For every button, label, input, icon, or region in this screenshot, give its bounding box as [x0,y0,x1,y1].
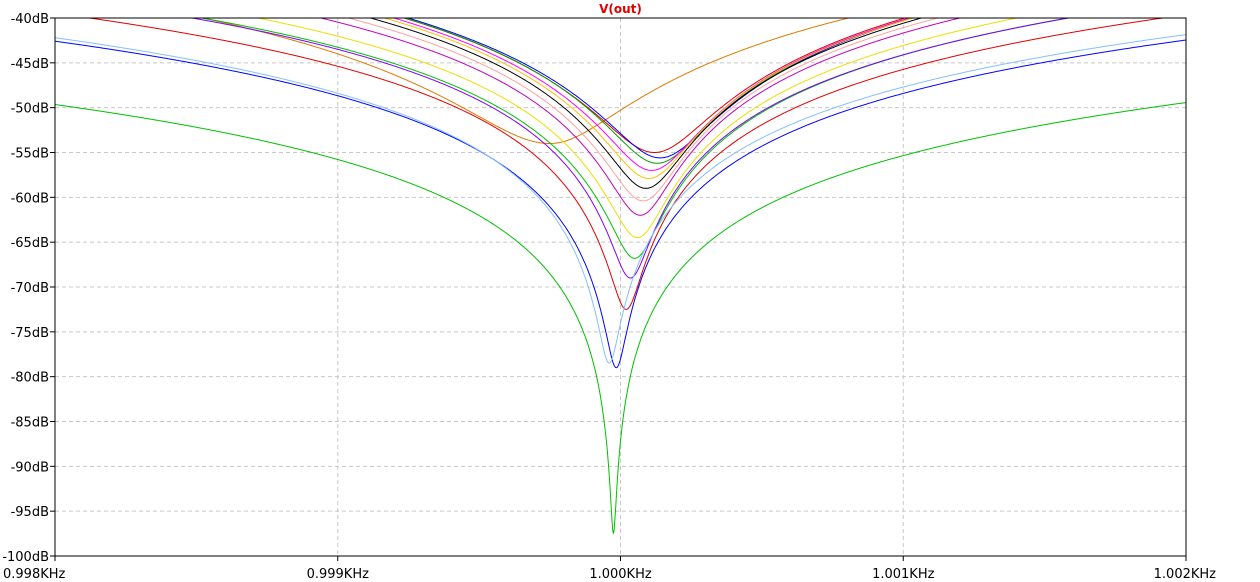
x-tick-label: 0.999KHz [307,567,370,582]
grid-lines [55,18,1186,556]
y-tick-label: -45dB [11,57,49,72]
y-tick-label: -75dB [11,326,49,341]
y-tick-label: -55dB [11,147,49,162]
series-line-11 [176,17,1093,259]
y-tick-label: -40dB [11,12,49,27]
series-line-16 [54,34,1187,364]
series-line-12 [166,17,1095,279]
series-line-5 [378,17,925,171]
series-line-2 [389,17,920,153]
y-axis-ticks: -40dB -45dB -50dB -55dB -60dB -65dB -70dB -75dB… [2,12,55,565]
y-tick-label: -80dB [11,371,49,386]
series-line-7 [354,17,938,189]
y-tick-label: -85dB [11,416,49,431]
x-tick-label: 1.000KHz [589,567,652,582]
series-line-10 [236,17,1039,239]
series-line-14 [54,39,1187,369]
x-tick-label: 1.001KHz [872,567,935,582]
y-tick-label: -65dB [11,236,49,251]
chart-title: V(out) [599,2,642,16]
series-line-3 [392,17,928,159]
series-line-1 [181,17,867,144]
y-tick-label: -50dB [11,102,49,117]
x-tick-label: 1.002KHz [1154,567,1217,582]
series-line-13 [58,17,1186,310]
x-tick-label: 0.998KHz [3,567,66,582]
series-group [54,17,1187,534]
series-line-15 [54,102,1187,534]
y-tick-label: -95dB [11,505,49,520]
y-tick-label: -60dB [11,191,49,206]
y-tick-label: -100dB [2,550,49,565]
series-line-6 [368,17,929,179]
y-tick-label: -90dB [11,460,49,475]
series-line-9 [302,17,979,216]
y-tick-label: -70dB [11,281,49,296]
series-line-8 [331,17,955,202]
x-axis-ticks: 0.998KHz 0.999KHz 1.000KHz 1.001KHz 1.002KHz [3,556,1216,582]
